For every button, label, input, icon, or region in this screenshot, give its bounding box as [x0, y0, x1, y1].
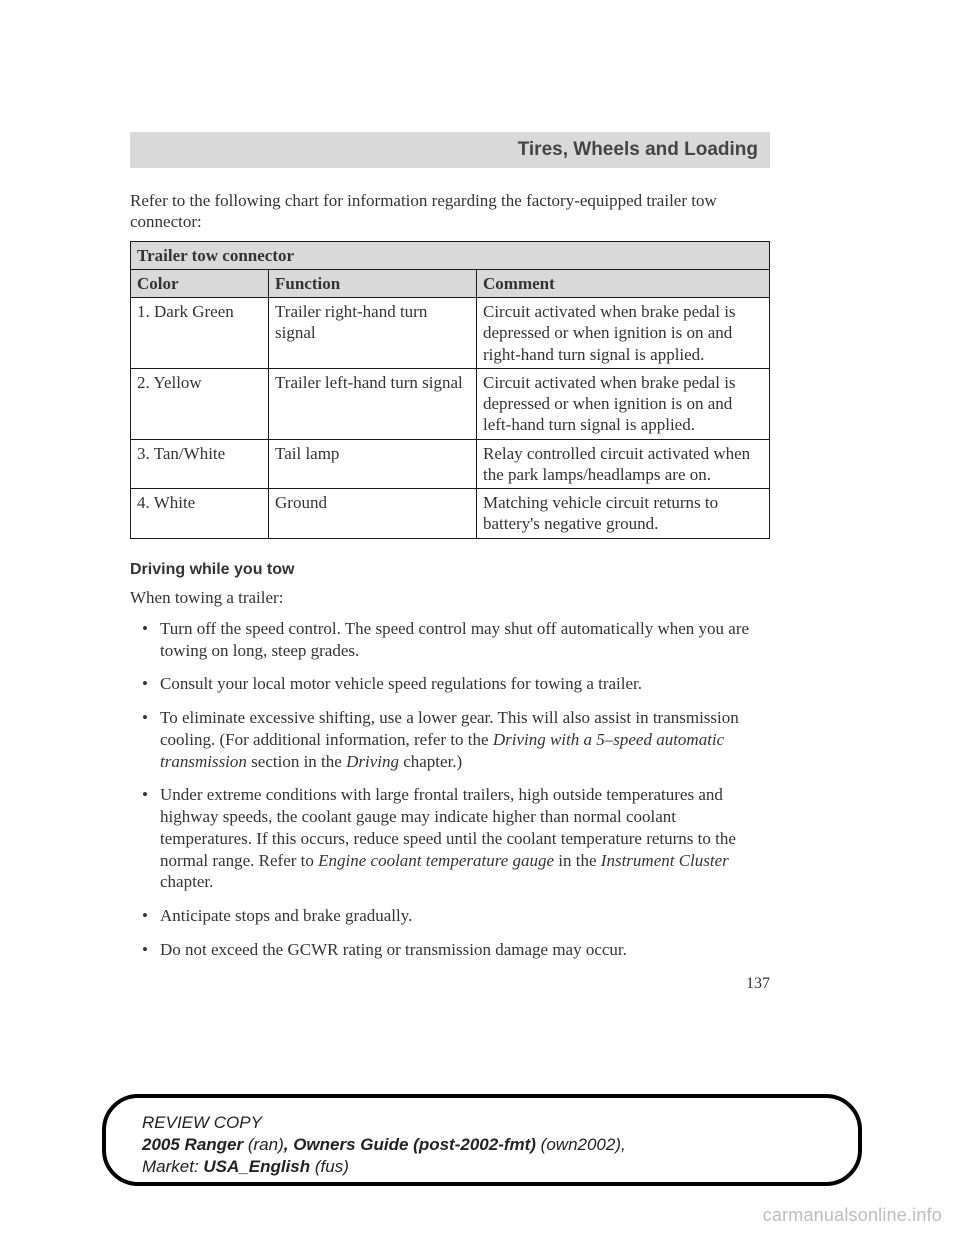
- table-row: 1. Dark Green Trailer right-hand turn si…: [131, 298, 770, 369]
- bullet-italic: Instrument Cluster: [601, 851, 729, 870]
- footer-line1: REVIEW COPY: [142, 1112, 822, 1134]
- lead-in: When towing a trailer:: [130, 587, 770, 608]
- page-number: 137: [130, 975, 770, 993]
- cell-color: 2. Yellow: [131, 368, 269, 439]
- bullet-text: chapter.): [399, 752, 462, 771]
- table-row: 2. Yellow Trailer left-hand turn signal …: [131, 368, 770, 439]
- footer-italic: (fus): [310, 1157, 349, 1176]
- intro-paragraph: Refer to the following chart for informa…: [130, 190, 770, 233]
- bullet-text: Do not exceed the GCWR rating or transmi…: [160, 940, 627, 959]
- footer-italic: (ran): [243, 1135, 284, 1154]
- cell-function: Tail lamp: [269, 439, 477, 489]
- trailer-tow-connector-table: Trailer tow connector Color Function Com…: [130, 241, 770, 539]
- table-col-comment: Comment: [477, 269, 770, 297]
- table-title: Trailer tow connector: [131, 241, 770, 269]
- bullet-text: Anticipate stops and brake gradually.: [160, 906, 412, 925]
- list-item: Anticipate stops and brake gradually.: [148, 905, 770, 927]
- cell-comment: Circuit activated when brake pedal is de…: [477, 368, 770, 439]
- bullet-text: in the: [554, 851, 601, 870]
- section-title-bar: Tires, Wheels and Loading: [130, 132, 770, 168]
- list-item: Do not exceed the GCWR rating or transmi…: [148, 939, 770, 961]
- section-title: Tires, Wheels and Loading: [518, 139, 758, 161]
- cell-comment: Circuit activated when brake pedal is de…: [477, 298, 770, 369]
- watermark-text: carmanualsonline.info: [763, 1205, 942, 1226]
- footer-italic: (own2002),: [536, 1135, 626, 1154]
- footer-bold: 2005 Ranger: [142, 1135, 243, 1154]
- list-item: Under extreme conditions with large fron…: [148, 784, 770, 893]
- cell-comment: Relay controlled circuit activated when …: [477, 439, 770, 489]
- cell-comment: Matching vehicle circuit returns to batt…: [477, 489, 770, 539]
- bullet-italic: Engine coolant temperature gauge: [318, 851, 554, 870]
- review-copy-footer: REVIEW COPY 2005 Ranger (ran), Owners Gu…: [102, 1094, 862, 1186]
- table-col-color: Color: [131, 269, 269, 297]
- bullet-list: Turn off the speed control. The speed co…: [130, 618, 770, 961]
- footer-line3: Market: USA_English (fus): [142, 1156, 822, 1178]
- footer-line2: 2005 Ranger (ran), Owners Guide (post-20…: [142, 1134, 822, 1156]
- footer-bold: USA_English: [203, 1157, 310, 1176]
- bullet-text: Consult your local motor vehicle speed r…: [160, 674, 642, 693]
- subheading: Driving while you tow: [130, 561, 770, 579]
- bullet-italic: Driving: [346, 752, 399, 771]
- bullet-text: chapter.: [160, 872, 213, 891]
- table-col-function: Function: [269, 269, 477, 297]
- cell-function: Ground: [269, 489, 477, 539]
- list-item: To eliminate excessive shifting, use a l…: [148, 707, 770, 772]
- table-row: 3. Tan/White Tail lamp Relay controlled …: [131, 439, 770, 489]
- footer-bold: , Owners Guide (post-2002-fmt): [284, 1135, 536, 1154]
- cell-color: 1. Dark Green: [131, 298, 269, 369]
- list-item: Consult your local motor vehicle speed r…: [148, 673, 770, 695]
- cell-function: Trailer right-hand turn signal: [269, 298, 477, 369]
- footer-italic: Market:: [142, 1157, 203, 1176]
- cell-function: Trailer left-hand turn signal: [269, 368, 477, 439]
- table-row: 4. White Ground Matching vehicle circuit…: [131, 489, 770, 539]
- table-title-row: Trailer tow connector: [131, 241, 770, 269]
- cell-color: 4. White: [131, 489, 269, 539]
- bullet-text: Turn off the speed control. The speed co…: [160, 619, 749, 660]
- page-content: Tires, Wheels and Loading Refer to the f…: [130, 132, 770, 993]
- bullet-text: section in the: [247, 752, 346, 771]
- list-item: Turn off the speed control. The speed co…: [148, 618, 770, 662]
- cell-color: 3. Tan/White: [131, 439, 269, 489]
- table-header-row: Color Function Comment: [131, 269, 770, 297]
